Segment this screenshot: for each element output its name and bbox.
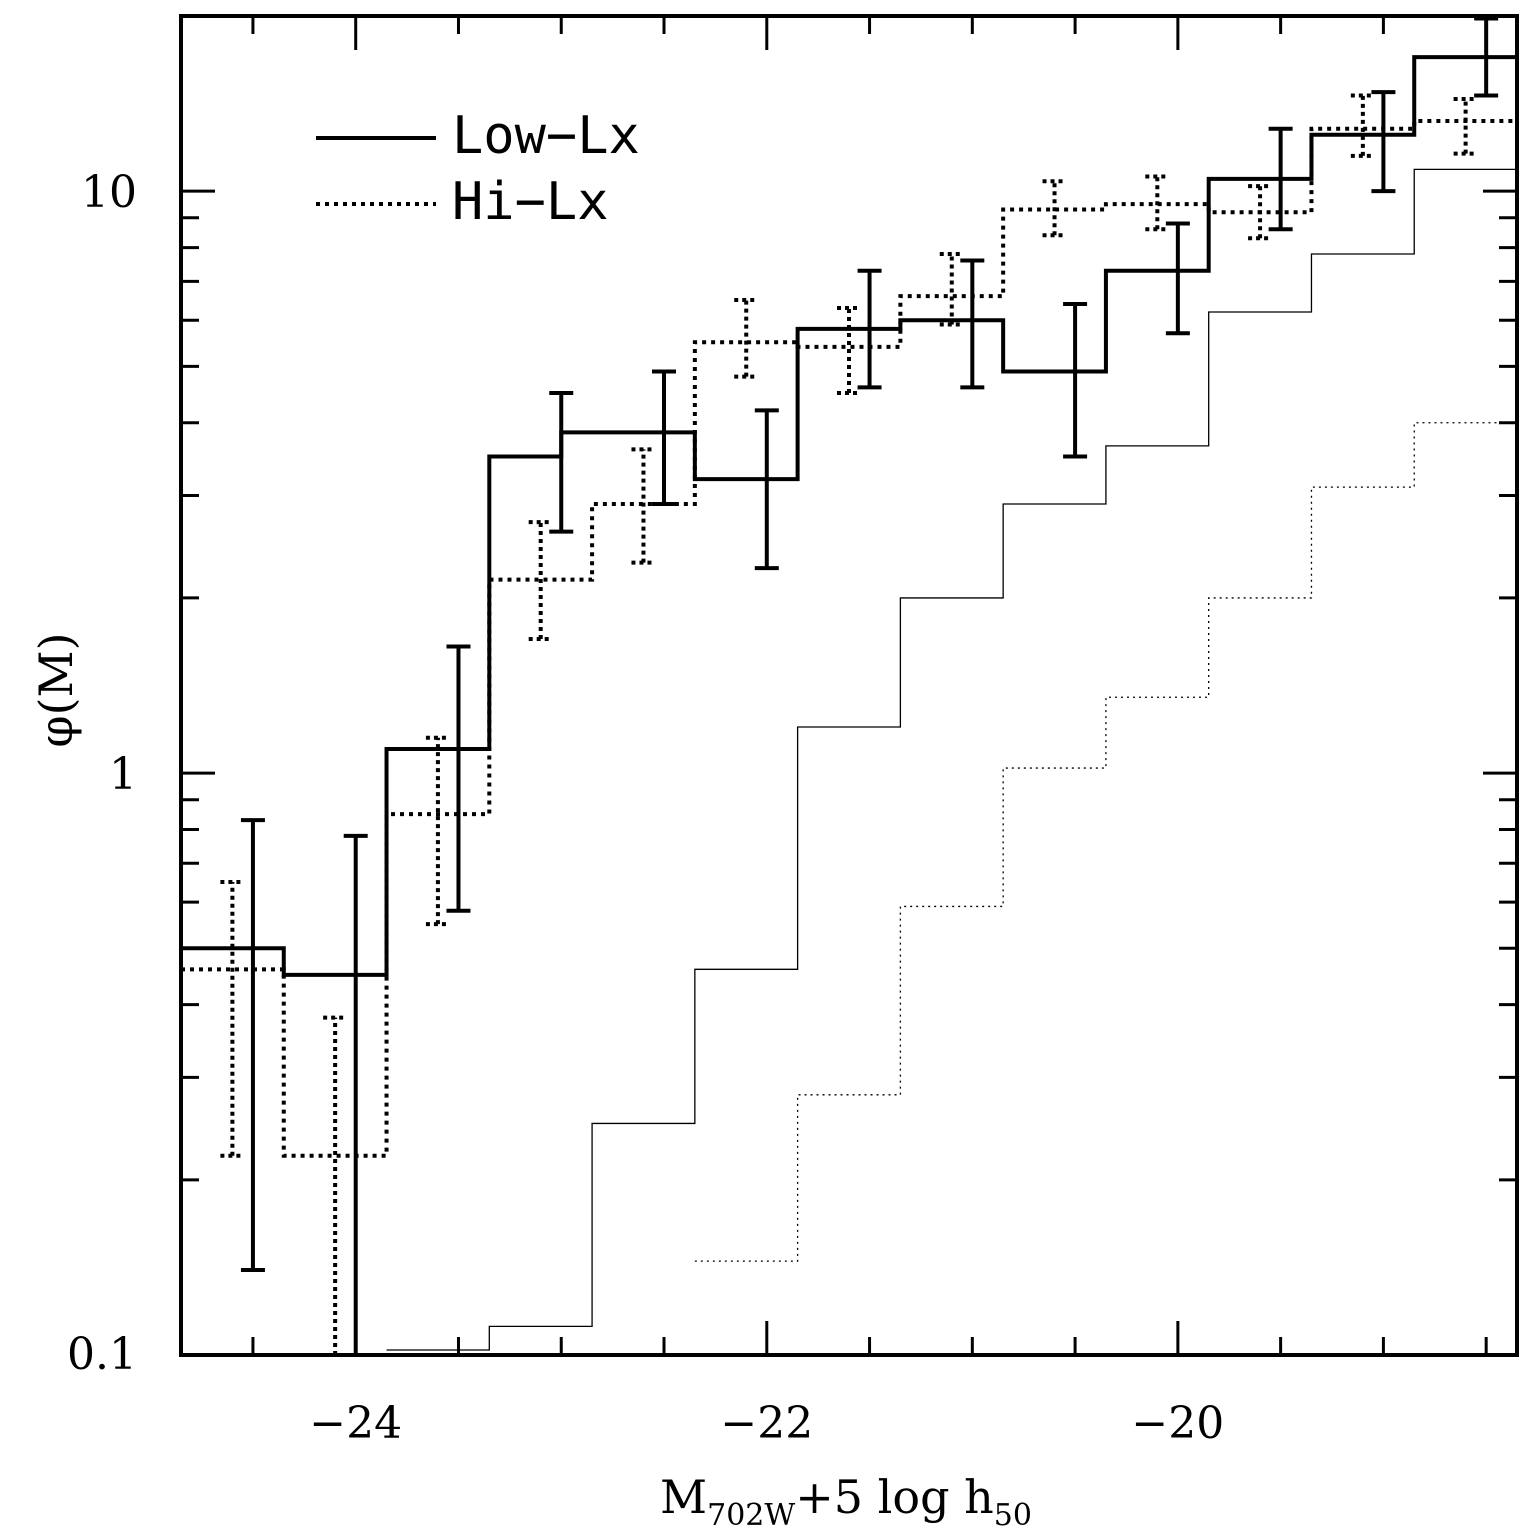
hi-lx-errorbar-1	[323, 1015, 348, 1355]
low-lx-errorbar-9	[1165, 221, 1190, 336]
low-lx-errorbar-4	[652, 369, 677, 507]
low-lx-errorbar-3	[549, 390, 574, 534]
low-lx-errorbar-2	[446, 644, 471, 913]
low-lx-errorbar-7	[960, 258, 985, 390]
series-hi-lx-histogram	[181, 119, 1517, 1158]
x-tick-label-minus24: −24	[309, 1398, 402, 1449]
low-lx-errorbar-11	[1371, 90, 1396, 194]
hi-lx-errorbar-10	[1248, 184, 1273, 241]
y-tick-label-1: 1	[109, 749, 137, 800]
legend-label-hi-lx: Hi−Lx	[452, 172, 609, 232]
hi-lx-errorbar-7	[939, 251, 964, 327]
hi-lx-errorbar-4	[631, 447, 656, 565]
low-lx-errorbar-6	[857, 268, 882, 390]
series-background-solid-histogram	[386, 168, 1517, 1351]
hi-lx-errorbar-11	[1350, 93, 1375, 158]
low-lx-errorbar-1	[343, 833, 368, 1355]
hi-lx-errorbar-3	[528, 520, 553, 641]
low-lx-errorbar-8	[1063, 301, 1088, 459]
x-axis-title-sub1: 702W	[707, 1498, 795, 1533]
x-tick-label-minus22: −22	[720, 1398, 813, 1449]
x-axis-title: M702W+5 log h50	[660, 1470, 1032, 1533]
hi-lx-errorbar-12	[1453, 97, 1478, 156]
legend: Low−Lx Hi−Lx	[316, 106, 640, 232]
x-axis-title-middle: +5 log h	[795, 1470, 994, 1524]
hi-lx-errorbar-2	[425, 735, 450, 927]
y-axis-title: φ(M)	[29, 632, 83, 747]
x-axis-title-sub2: 50	[994, 1498, 1032, 1533]
plot-frame	[179, 14, 1519, 1357]
low-lx-errorbar-0	[240, 818, 265, 1272]
low-lx-errorbar-10	[1268, 126, 1293, 232]
series-background-dotted-histogram	[694, 422, 1517, 1262]
hi-lx-errorbar-6	[837, 305, 861, 395]
hi-lx-errorbar-0	[220, 879, 245, 1158]
hi-lx-errorbar-9	[1145, 174, 1170, 232]
y-tick-label-10: 10	[81, 167, 137, 218]
legend-label-low-lx: Low−Lx	[452, 106, 640, 166]
y-tick-label-0.1: 0.1	[67, 1329, 137, 1380]
x-axis-title-main: M	[660, 1470, 707, 1524]
x-tick-label-minus20: −20	[1131, 1398, 1224, 1449]
hi-lx-errorbar-8	[1042, 179, 1067, 238]
low-lx-errorbar-5	[754, 408, 779, 571]
hi-lx-errorbar-5	[734, 298, 759, 379]
